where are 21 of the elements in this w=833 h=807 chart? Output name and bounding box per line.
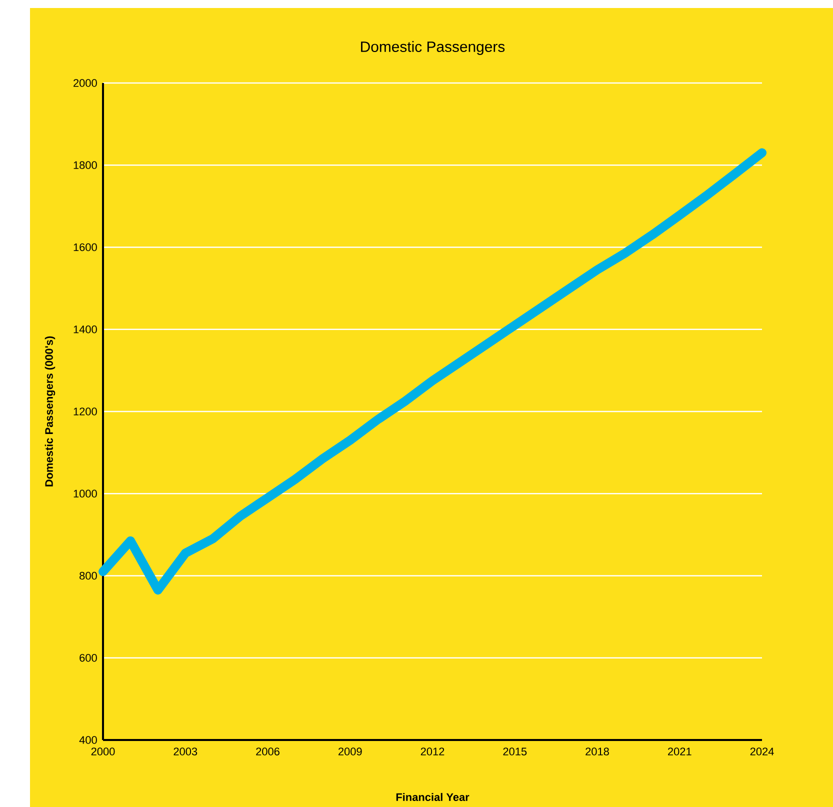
- y-tick-label: 400: [79, 736, 97, 744]
- chart-title: Domestic Passengers: [361, 41, 505, 55]
- x-tick-label: 2009: [338, 748, 362, 756]
- y-tick-label: 600: [80, 654, 97, 662]
- y-tick-label: 1000: [74, 490, 97, 498]
- x-tick-label: 2015: [503, 748, 527, 756]
- y-tick-label: 1800: [74, 161, 97, 169]
- x-tick-label: 2024: [750, 748, 774, 756]
- x-tick-label: 2003: [174, 748, 198, 756]
- x-axis-title: Financial Year: [396, 792, 470, 802]
- y-tick-label: 1600: [74, 243, 97, 252]
- y-tick-label: 800: [80, 572, 97, 580]
- x-tick-label: 2000: [91, 748, 115, 756]
- x-tick-label: 2021: [668, 748, 692, 756]
- x-tick-label: 2018: [586, 748, 609, 756]
- x-tick-label: 2012: [420, 748, 444, 756]
- y-tick-label: 1400: [74, 325, 97, 334]
- y-tick-label: 2000: [74, 79, 97, 87]
- x-tick-label: 2006: [256, 748, 280, 756]
- y-axis-title: Domestic Passengers (000's): [44, 336, 56, 486]
- y-tick-label: 1200: [74, 408, 97, 416]
